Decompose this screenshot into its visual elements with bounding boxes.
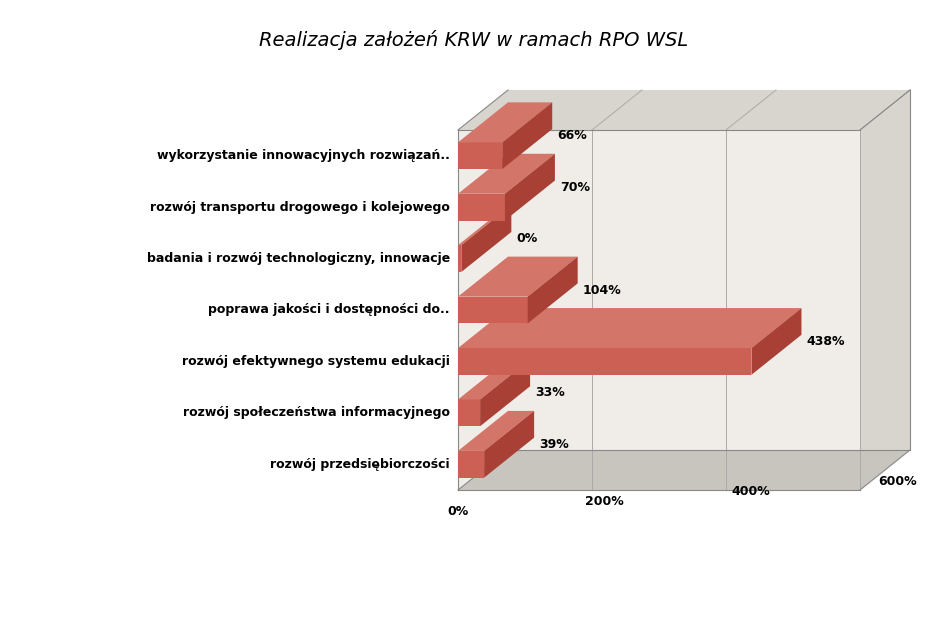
Polygon shape [458, 142, 502, 169]
Polygon shape [458, 308, 801, 348]
Polygon shape [458, 451, 484, 478]
Polygon shape [458, 102, 553, 142]
Text: 0%: 0% [517, 232, 538, 245]
Polygon shape [458, 205, 511, 245]
Polygon shape [752, 308, 801, 375]
Text: rozwój efektywnego systemu edukacji: rozwój efektywnego systemu edukacji [182, 355, 450, 368]
Polygon shape [528, 257, 577, 323]
Text: poprawa jakości i dostępności do..: poprawa jakości i dostępności do.. [209, 303, 450, 317]
Text: 600%: 600% [878, 475, 917, 488]
Text: 0%: 0% [447, 505, 468, 518]
Text: 70%: 70% [560, 181, 590, 193]
Polygon shape [458, 411, 534, 451]
Text: badania i rozwój technologiczny, innowacje: badania i rozwój technologiczny, innowac… [147, 252, 450, 265]
Polygon shape [502, 102, 553, 169]
Text: rozwój transportu drogowego i kolejowego: rozwój transportu drogowego i kolejowego [150, 200, 450, 214]
Polygon shape [458, 194, 505, 221]
Polygon shape [458, 257, 577, 296]
Polygon shape [462, 205, 511, 272]
Polygon shape [458, 359, 530, 399]
Polygon shape [458, 245, 462, 272]
Polygon shape [458, 399, 480, 426]
Polygon shape [458, 450, 910, 490]
Polygon shape [505, 154, 555, 221]
Polygon shape [484, 411, 534, 478]
Text: rozwój społeczeństwa informacyjnego: rozwój społeczeństwa informacyjnego [183, 406, 450, 419]
Text: 438%: 438% [807, 335, 845, 348]
Text: wykorzystanie innowacyjnych rozwiązań..: wykorzystanie innowacyjnych rozwiązań.. [157, 149, 450, 162]
Polygon shape [458, 154, 555, 194]
Polygon shape [458, 130, 860, 490]
Text: 33%: 33% [535, 386, 565, 399]
Polygon shape [860, 90, 910, 490]
Text: rozwój przedsiębiorczości: rozwój przedsiębiorczości [270, 458, 450, 471]
Text: 39%: 39% [539, 438, 569, 451]
Text: 104%: 104% [583, 284, 622, 296]
Text: 400%: 400% [732, 485, 771, 498]
Text: Realizacja założeń KRW w ramach RPO WSL: Realizacja założeń KRW w ramach RPO WSL [260, 30, 688, 50]
Polygon shape [458, 296, 528, 323]
Text: 200%: 200% [585, 495, 624, 508]
Polygon shape [458, 348, 752, 375]
Polygon shape [458, 90, 910, 130]
Polygon shape [480, 359, 530, 426]
Text: 66%: 66% [557, 129, 587, 142]
